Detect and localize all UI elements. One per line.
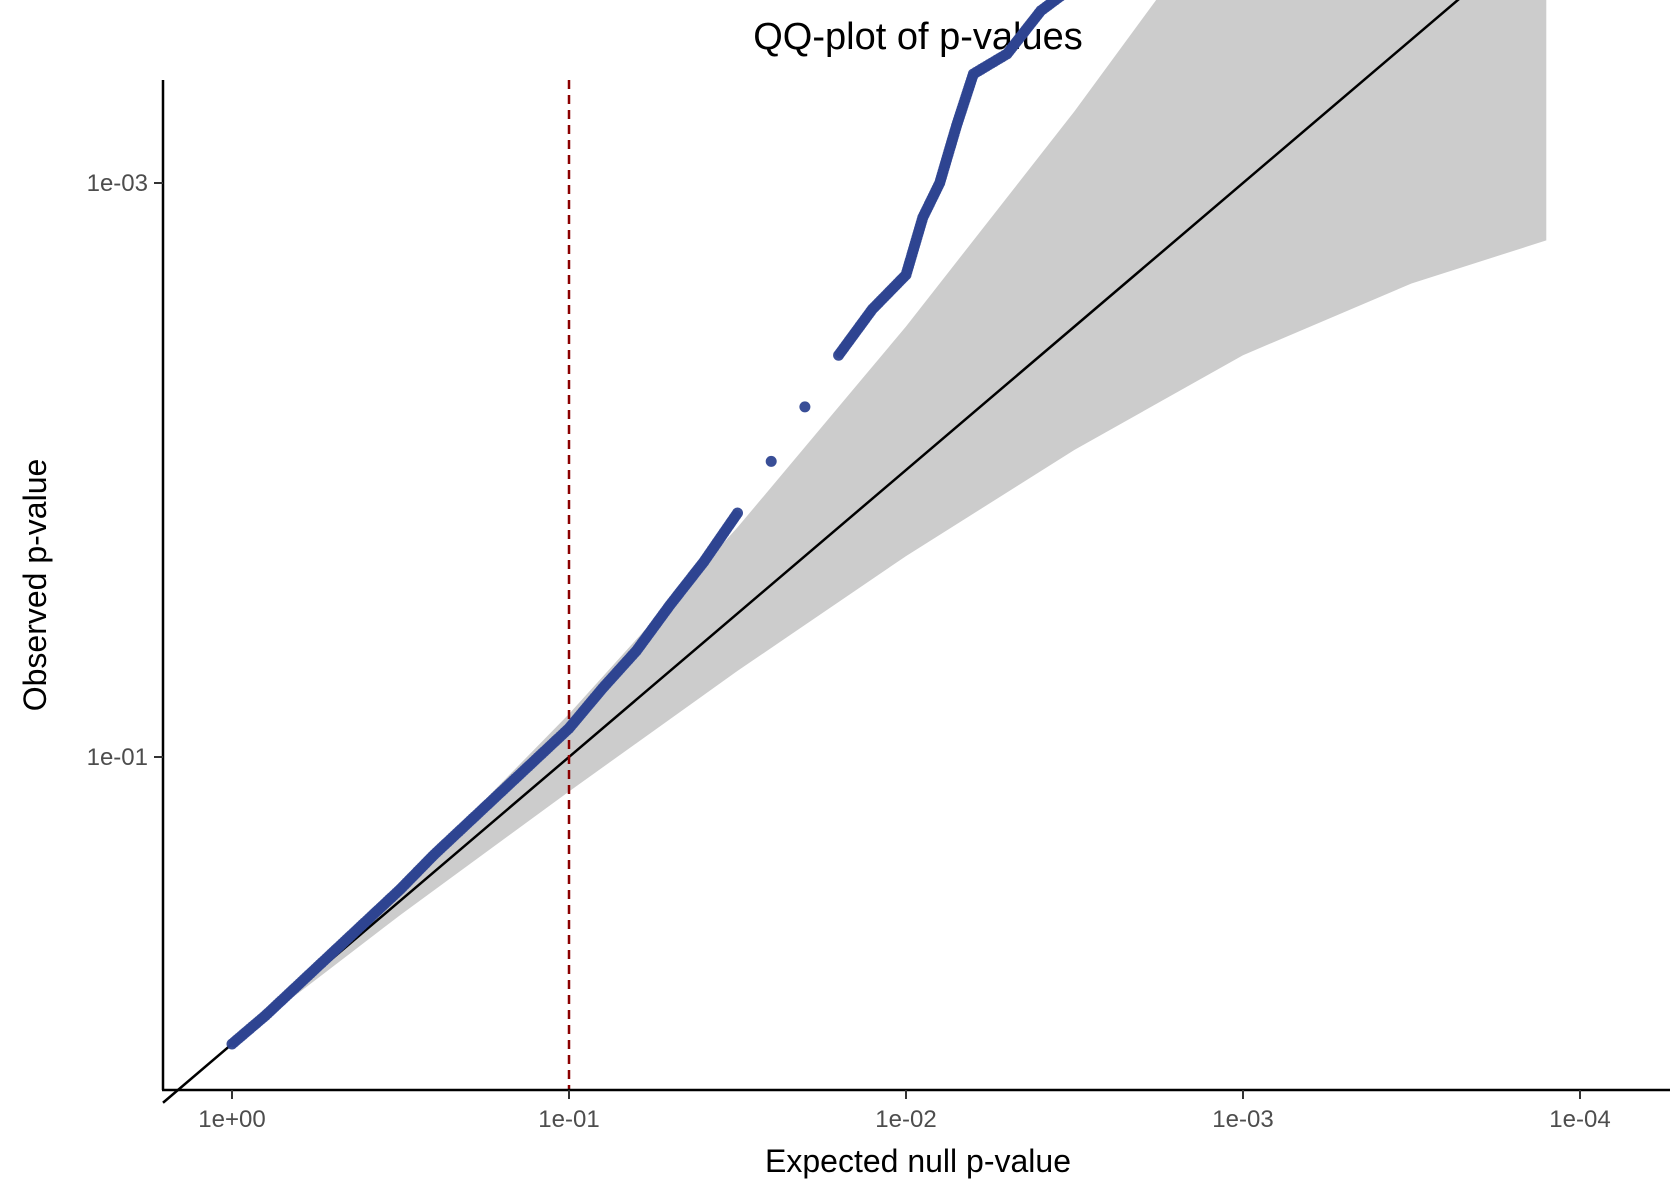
data-point — [765, 455, 777, 467]
x-tick-label: 1e-01 — [538, 1106, 599, 1133]
data-point — [732, 507, 743, 519]
x-tick-label: 1e-02 — [875, 1106, 936, 1133]
reference-line — [162, 0, 1460, 1104]
y-tick-label: 1e-01 — [87, 744, 148, 771]
x-axis-title: Expected null p-value — [765, 1143, 1071, 1179]
x-tick-label: 1e-03 — [1212, 1106, 1273, 1133]
data-point — [799, 401, 811, 413]
data-points — [226, 0, 1065, 1050]
data-point — [1056, 0, 1065, 2]
y-tick-label: 1e-03 — [87, 170, 148, 197]
confidence-band-area — [232, 0, 1547, 1044]
axes — [161, 80, 1670, 1092]
x-tick-label: 1e-04 — [1549, 1106, 1610, 1133]
y-axis-title: Observed p-value — [17, 459, 53, 712]
confidence-band — [232, 0, 1547, 1044]
x-tick-label: 1e+00 — [198, 1106, 265, 1133]
x-ticks: 1e+00 1e-01 1e-02 1e-03 1e-04 — [198, 1090, 1611, 1133]
reference-line-layer — [162, 0, 1460, 1104]
